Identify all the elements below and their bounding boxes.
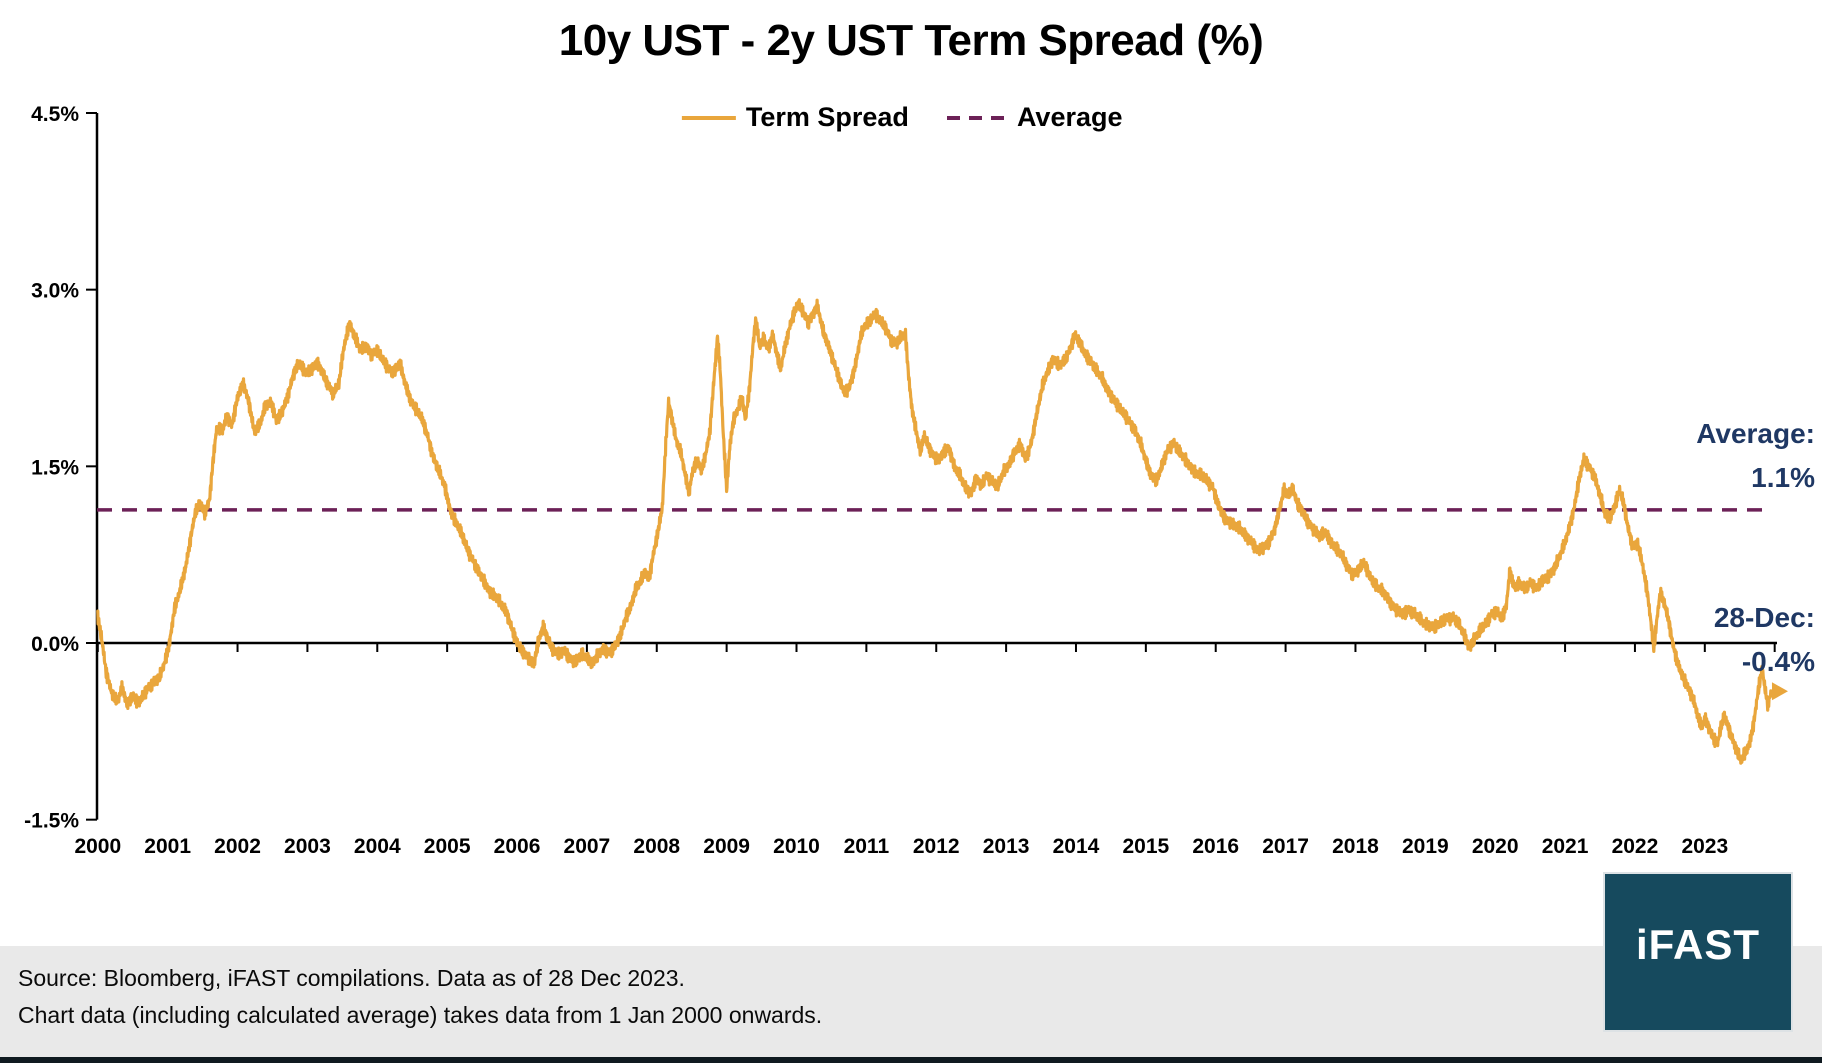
bottom-accent-bar — [0, 1057, 1822, 1063]
average-dashed-swatch-icon — [946, 115, 1007, 120]
latest-annotation-label: 28-Dec: — [1713, 602, 1815, 633]
x-tick-label: 2006 — [494, 835, 541, 858]
x-tick-label: 2017 — [1262, 835, 1309, 858]
x-tick-label: 2018 — [1332, 835, 1379, 858]
latest-annotation-value: -0.4% — [1741, 646, 1815, 677]
x-tick-label: 2004 — [354, 835, 401, 858]
x-tick-label: 2020 — [1472, 835, 1519, 858]
x-tick-label: 2023 — [1681, 835, 1728, 858]
x-tick-label: 2003 — [284, 835, 331, 858]
x-tick-label: 2015 — [1122, 835, 1169, 858]
y-tick-label: -1.5% — [24, 810, 79, 833]
ifast-logo: iFAST — [1603, 872, 1793, 1032]
source-note-line: Chart data (including calculated average… — [18, 1002, 823, 1028]
average-annotation-label: Average: — [1696, 418, 1815, 449]
x-tick-label: 2001 — [144, 835, 191, 858]
y-tick-label: 0.0% — [31, 633, 79, 656]
term-spread-line-swatch-icon — [681, 115, 736, 120]
x-tick-label: 2014 — [1053, 835, 1100, 858]
series-end-marker-icon — [1771, 682, 1788, 701]
x-tick-label: 2013 — [983, 835, 1030, 858]
legend-label-average: Average — [1016, 102, 1123, 132]
x-tick-label: 2012 — [913, 835, 960, 858]
x-tick-label: 2007 — [564, 835, 611, 858]
x-tick-label: 2022 — [1612, 835, 1659, 858]
source-footer: Source: Bloomberg, iFAST compilations. D… — [0, 946, 1822, 1057]
latest-point-annotation: 28-Dec: -0.4% — [1714, 596, 1815, 684]
y-tick-label: 4.5% — [31, 103, 79, 126]
x-tick-label: 2019 — [1402, 835, 1449, 858]
x-tick-label: 2021 — [1542, 835, 1589, 858]
y-tick-label: 1.5% — [31, 456, 79, 479]
page-title: 10y UST - 2y UST Term Spread (%) — [558, 16, 1264, 65]
x-tick-label: 2010 — [773, 835, 820, 858]
y-tick-label: 3.0% — [31, 280, 79, 303]
ifast-logo-text: iFAST — [1635, 921, 1760, 968]
x-tick-label: 2009 — [703, 835, 750, 858]
source-line: Source: Bloomberg, iFAST compilations. D… — [18, 965, 685, 991]
x-tick-label: 2016 — [1192, 835, 1239, 858]
x-tick-label: 2000 — [74, 835, 121, 858]
x-tick-label: 2011 — [844, 835, 890, 858]
term-spread-line — [96, 298, 1776, 765]
x-tick-label: 2002 — [214, 835, 261, 858]
x-tick-label: 2008 — [633, 835, 680, 858]
x-tick-label: 2005 — [424, 835, 471, 858]
average-annotation: Average: 1.1% — [1696, 412, 1815, 500]
legend-label-term-spread: Term Spread — [745, 102, 909, 132]
average-annotation-value: 1.1% — [1751, 462, 1815, 493]
chart-legend: Term Spread Average — [681, 102, 1123, 133]
